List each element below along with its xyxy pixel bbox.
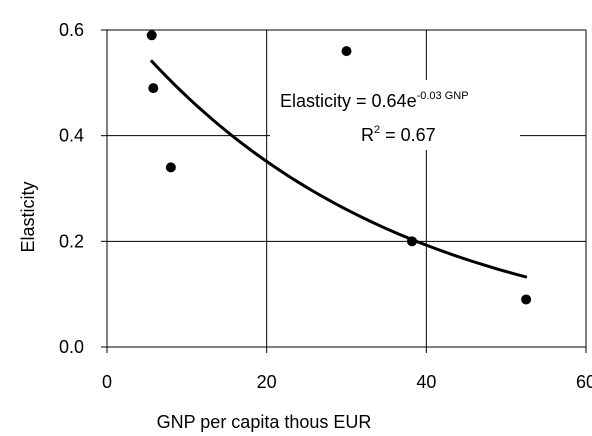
data-point bbox=[165, 162, 176, 173]
y-tick-label: 0.2 bbox=[59, 231, 84, 251]
x-axis-title: GNP per capita thous EUR bbox=[157, 412, 372, 432]
axes bbox=[101, 29, 587, 353]
annotation-background bbox=[270, 80, 520, 150]
data-point bbox=[341, 46, 352, 57]
data-point bbox=[148, 83, 159, 94]
y-axis-title: Elasticity bbox=[18, 181, 38, 252]
x-tick-label: 0 bbox=[102, 372, 112, 392]
tick-labels: 0 20 40 60 0.0 0.2 0.4 0.6 bbox=[59, 20, 592, 392]
trendline-path bbox=[149, 59, 528, 279]
data-point bbox=[146, 30, 157, 41]
y-tick-label: 0.4 bbox=[59, 126, 84, 146]
data-points bbox=[146, 30, 532, 305]
equation-annotation: Elasticity = 0.64e-0.03 GNP bbox=[280, 90, 469, 111]
data-point bbox=[521, 294, 532, 305]
r-squared-annotation: R2 = 0.67 bbox=[361, 124, 436, 145]
y-tick-label: 0.0 bbox=[59, 337, 84, 357]
data-point bbox=[406, 236, 417, 247]
x-tick-label: 40 bbox=[416, 372, 436, 392]
x-tick-label: 60 bbox=[576, 372, 592, 392]
x-tick-label: 20 bbox=[257, 372, 277, 392]
y-tick-label: 0.6 bbox=[59, 20, 84, 40]
grid bbox=[107, 29, 587, 347]
trendline bbox=[149, 59, 528, 279]
